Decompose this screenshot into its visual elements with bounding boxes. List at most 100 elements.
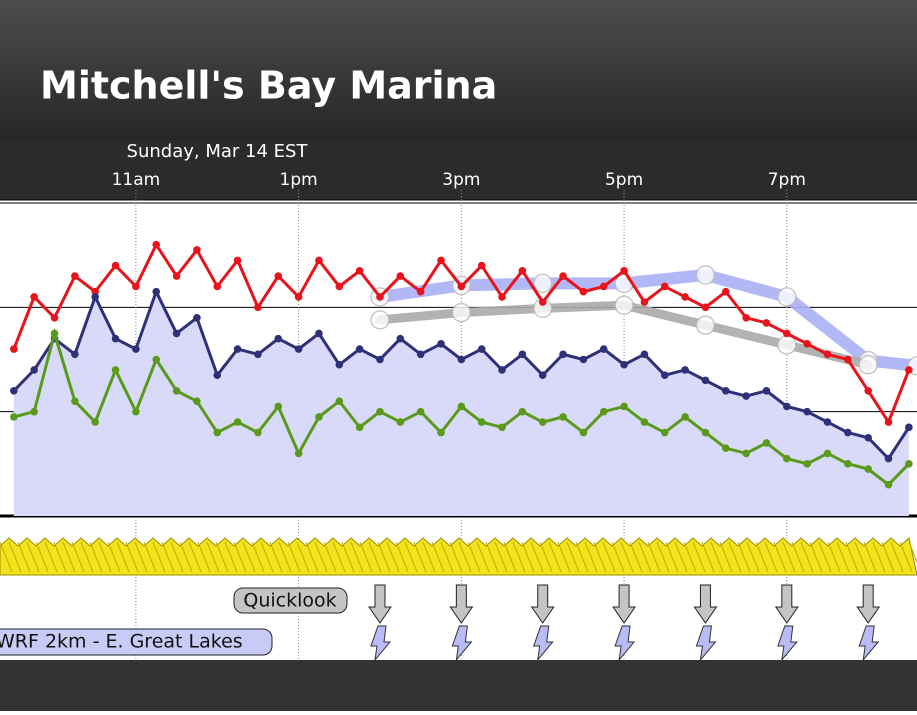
wind-band-tick <box>719 541 733 573</box>
wind-band-tick <box>152 541 166 573</box>
series-point <box>71 272 79 280</box>
wind-band-tick <box>827 541 841 573</box>
series-point <box>152 240 161 249</box>
wind-band-tick <box>728 541 742 573</box>
footer-bar <box>0 660 917 711</box>
series-point <box>762 439 771 447</box>
series-point <box>376 407 384 416</box>
series-point <box>762 387 771 395</box>
quicklook-button[interactable] <box>233 587 348 614</box>
series-point <box>823 350 832 359</box>
wind-band-tick <box>629 541 643 573</box>
forecast-point <box>777 287 797 307</box>
header-bar <box>0 0 917 140</box>
series-point <box>742 392 750 400</box>
wind-band-tick <box>17 541 31 573</box>
gray-arrow <box>530 584 555 624</box>
wind-band-tick <box>692 541 706 573</box>
wind-band-tick <box>854 541 868 573</box>
series-point <box>172 387 181 395</box>
wind-band-tick <box>683 541 697 573</box>
series-point <box>416 350 425 359</box>
series-point <box>660 371 669 379</box>
series-point <box>518 267 527 275</box>
series-point <box>213 282 222 291</box>
series-point <box>538 418 547 426</box>
series-point <box>315 256 323 265</box>
series-point <box>620 360 628 369</box>
forecast-point <box>614 295 634 315</box>
wind-band-tick <box>575 541 589 573</box>
wind-band-tick <box>836 541 850 573</box>
wind-band-tick <box>908 541 917 564</box>
series-point <box>30 293 38 301</box>
wind-band-tick <box>395 541 409 573</box>
series-point <box>233 418 242 426</box>
wind-band-tick <box>197 541 211 573</box>
series-point <box>172 272 181 280</box>
series-point <box>233 345 242 353</box>
wind-band-tick <box>485 541 499 573</box>
model-button[interactable] <box>0 628 273 656</box>
wind-band-tick <box>116 541 130 573</box>
series-point <box>416 287 425 296</box>
wind-band-tick <box>674 541 688 573</box>
wind-band-tick <box>593 541 607 573</box>
wind-band-tick <box>881 541 895 573</box>
wind-band-tick <box>476 541 490 573</box>
forecast-point <box>451 302 472 323</box>
wind-band-tick <box>242 541 256 573</box>
series-point <box>579 287 588 296</box>
wind-band-tick <box>539 541 553 573</box>
quicklook-label[interactable]: Quicklook <box>243 590 336 612</box>
series-point <box>213 371 222 379</box>
blue-arrow <box>858 625 880 662</box>
series-point <box>396 272 405 280</box>
gray-arrow <box>449 584 474 624</box>
series-point <box>844 428 852 437</box>
wind-band-tick <box>62 541 76 573</box>
gray-arrow <box>693 584 718 624</box>
series-point <box>579 355 588 364</box>
series-point <box>437 340 445 348</box>
wind-band-tick <box>26 541 40 573</box>
wind-band-tick <box>305 541 319 573</box>
wind-band-tick <box>143 541 157 573</box>
series-point <box>498 366 506 374</box>
series-point <box>193 246 201 254</box>
blue-arrow <box>533 625 554 662</box>
wind-band-tick <box>125 541 139 573</box>
series-point <box>50 329 59 338</box>
wind-band-tick <box>764 541 778 573</box>
series-point <box>457 402 466 411</box>
wind-band-tick <box>755 541 769 573</box>
x-tick-label: 5pm <box>605 170 643 190</box>
gray-arrow <box>774 584 799 624</box>
series-point <box>721 387 730 395</box>
series-point <box>844 460 852 468</box>
series-point <box>437 428 445 437</box>
gray-arrow <box>856 584 881 624</box>
blue-arrow <box>695 625 717 662</box>
wind-band-tick <box>80 541 94 573</box>
series-point <box>681 413 689 421</box>
wind-band-tick <box>872 541 886 573</box>
model-label[interactable]: WRF 2km - E. Great Lakes <box>0 631 243 653</box>
gray-arrow <box>612 584 637 624</box>
series-point <box>599 407 608 416</box>
series-point <box>254 428 262 437</box>
wind-band-tick <box>413 541 427 573</box>
series-point <box>783 402 791 411</box>
series-point <box>742 313 750 322</box>
wind-band-tick <box>206 541 220 573</box>
wind-band-tick <box>845 541 859 573</box>
series-point <box>274 402 283 411</box>
wind-band-tick <box>341 541 355 573</box>
wind-band-tick <box>422 541 436 573</box>
series-point <box>335 397 344 406</box>
series-point <box>640 418 649 426</box>
series-point <box>905 460 913 468</box>
series-point <box>416 407 425 416</box>
wind-band-tick <box>791 541 805 573</box>
wind-band-tick <box>107 541 121 573</box>
